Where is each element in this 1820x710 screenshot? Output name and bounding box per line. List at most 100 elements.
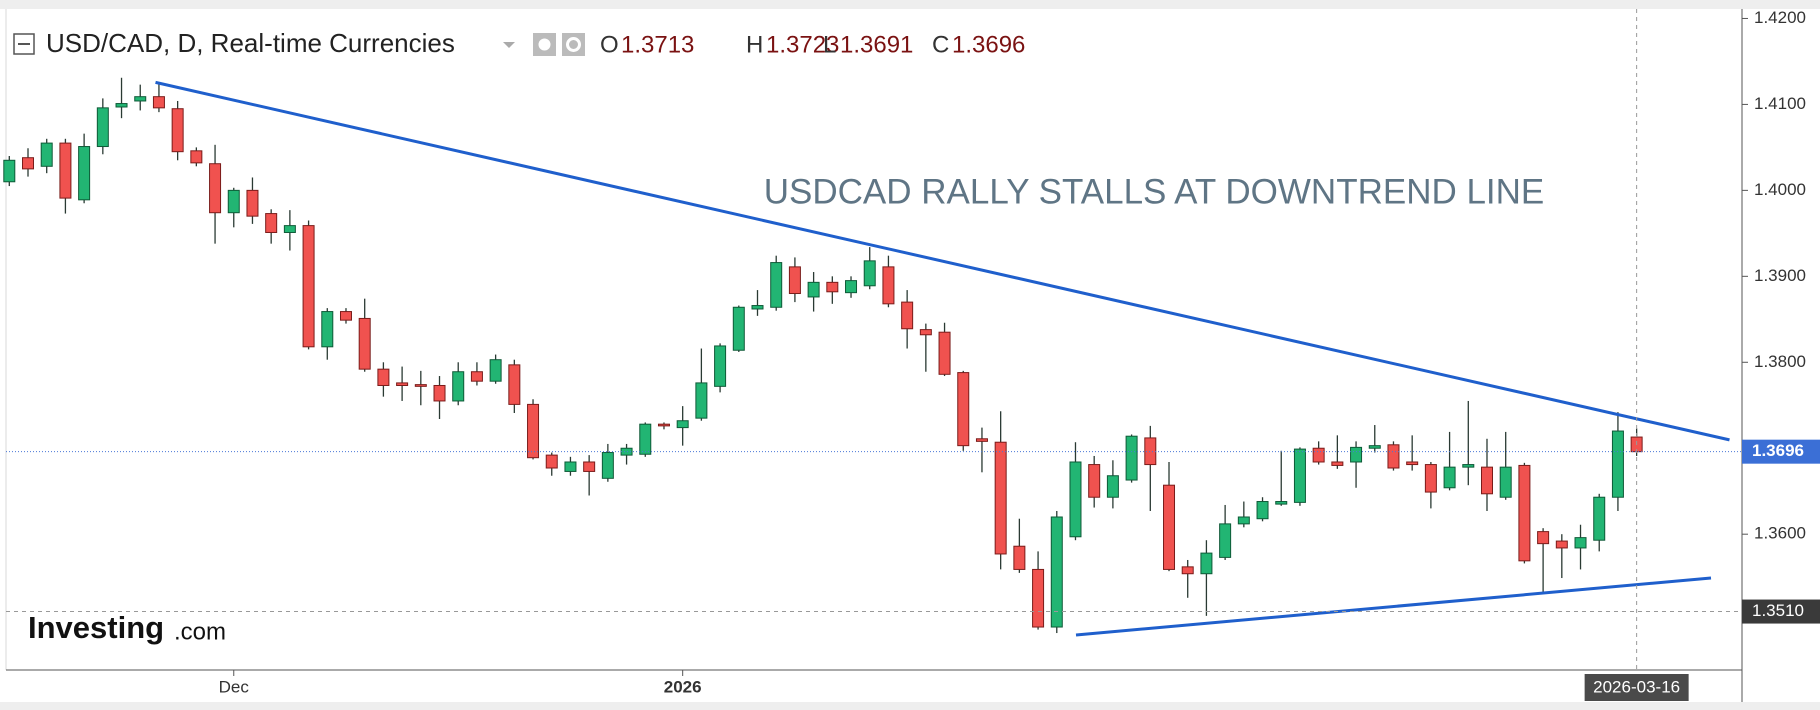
- candle-body: [339, 311, 352, 321]
- y-tick-label: 1.4200: [1754, 8, 1806, 27]
- candle-body: [171, 108, 184, 153]
- candle-body: [1181, 566, 1194, 575]
- ohlc-value: 1.3713: [621, 31, 694, 58]
- candle-body: [1293, 448, 1306, 503]
- candle-body: [1088, 464, 1101, 498]
- settings-icon-gear: [566, 37, 581, 52]
- candle-body: [1219, 523, 1232, 558]
- candle-body: [1125, 435, 1138, 481]
- axis-layer: 1.4200 1.4100 1.4000 1.3900 1.3800 1.3600 Dec 2…: [6, 8, 1820, 701]
- ohlc-label: C: [932, 31, 949, 58]
- candle-body: [845, 280, 858, 294]
- candle-body: [695, 382, 708, 419]
- candle-body: [283, 225, 296, 233]
- candle-body: [676, 420, 689, 429]
- candle-body: [1499, 466, 1512, 498]
- candle-body: [975, 438, 988, 442]
- candle-body: [3, 159, 16, 183]
- candle-body: [134, 96, 147, 102]
- y-tick-label: 1.4100: [1754, 94, 1806, 113]
- ohlc-label: H: [746, 31, 763, 58]
- candle-body: [1256, 501, 1269, 520]
- candle-body: [826, 281, 839, 293]
- y-tick-label: 1.3800: [1754, 352, 1806, 371]
- candle-body: [545, 454, 558, 469]
- candle-body: [78, 146, 91, 201]
- candle-body: [22, 157, 35, 170]
- ohlc-value: 1.3696: [952, 31, 1025, 58]
- crosshair-date-label: 2026-03-16: [1593, 677, 1680, 696]
- ohlc-label: O: [600, 31, 619, 58]
- candle-body: [1050, 516, 1063, 628]
- candle-body: [807, 281, 820, 298]
- candle-body: [1331, 461, 1344, 466]
- candle-body: [1593, 496, 1606, 541]
- candle-body: [1555, 540, 1568, 549]
- candle-body: [919, 329, 932, 336]
- candle-body: [414, 384, 427, 387]
- collapse-icon[interactable]: [13, 33, 35, 55]
- dropdown-caret[interactable]: [503, 42, 515, 48]
- candle-body: [396, 382, 409, 386]
- downtrend-line: [155, 80, 1730, 442]
- candle-body: [564, 461, 577, 472]
- candle-body: [1537, 531, 1550, 545]
- candle-body: [302, 225, 315, 348]
- candle-body: [152, 96, 165, 109]
- candle-body: [246, 189, 259, 217]
- candle-body: [601, 452, 614, 479]
- crosshair-date-box: [1584, 674, 1689, 701]
- candle-body: [994, 441, 1007, 555]
- candle-body: [452, 371, 465, 402]
- candle-body: [583, 461, 596, 472]
- bottom-strip: [0, 702, 1820, 710]
- candle-body: [863, 260, 876, 287]
- candle-body: [639, 423, 652, 455]
- candle-body: [227, 189, 240, 214]
- logo-suffix: .com: [174, 618, 226, 645]
- candle-body: [40, 142, 53, 167]
- candle-body: [1443, 466, 1456, 489]
- candle-body: [1106, 475, 1119, 498]
- crosshair-price-label: 1.3510: [1752, 601, 1804, 620]
- candle-body: [489, 359, 502, 382]
- candle-body: [377, 368, 390, 386]
- candle-body: [1406, 461, 1419, 466]
- candle-body: [1069, 461, 1082, 538]
- crosshair-price-box: [1742, 599, 1820, 624]
- settings-icon[interactable]: [562, 33, 585, 56]
- candle-body: [714, 345, 727, 387]
- top-strip: [0, 0, 1820, 9]
- candle-body: [321, 311, 334, 348]
- candle-body: [1424, 464, 1437, 493]
- x-tick-label: 2026: [664, 677, 702, 696]
- candle-body: [751, 305, 764, 310]
- ohlc-value: 1.3691: [840, 31, 913, 58]
- candle-body: [265, 213, 278, 233]
- candle-body: [1163, 484, 1176, 570]
- candle-body: [209, 163, 222, 214]
- candle-body: [115, 103, 128, 108]
- y-tick-label: 1.4000: [1754, 180, 1806, 199]
- candle-body: [1462, 464, 1475, 468]
- plot-area: [3, 77, 1643, 634]
- candle-body: [470, 371, 483, 382]
- candle-body: [1574, 537, 1587, 549]
- candle-body: [1200, 552, 1213, 575]
- candle-body: [1237, 516, 1250, 525]
- ohlc-value: 1.3723: [766, 31, 839, 58]
- x-tick-label: Dec: [219, 677, 250, 696]
- candle-body: [1518, 464, 1531, 562]
- symbol-title: USD/CAD, D, Real-time Currencies: [46, 28, 455, 58]
- y-tick-label: 1.3600: [1754, 524, 1806, 543]
- candle-body: [1350, 446, 1363, 463]
- candle-body: [1312, 447, 1325, 463]
- candle-body: [1387, 444, 1400, 469]
- annotation: USDCAD RALLY STALLS AT DOWNTREND LINE: [764, 172, 1545, 211]
- candle-body: [1611, 430, 1624, 498]
- ohlc-label: L: [823, 31, 836, 58]
- candle-body: [508, 364, 521, 405]
- visibility-icon-eye: [538, 38, 551, 51]
